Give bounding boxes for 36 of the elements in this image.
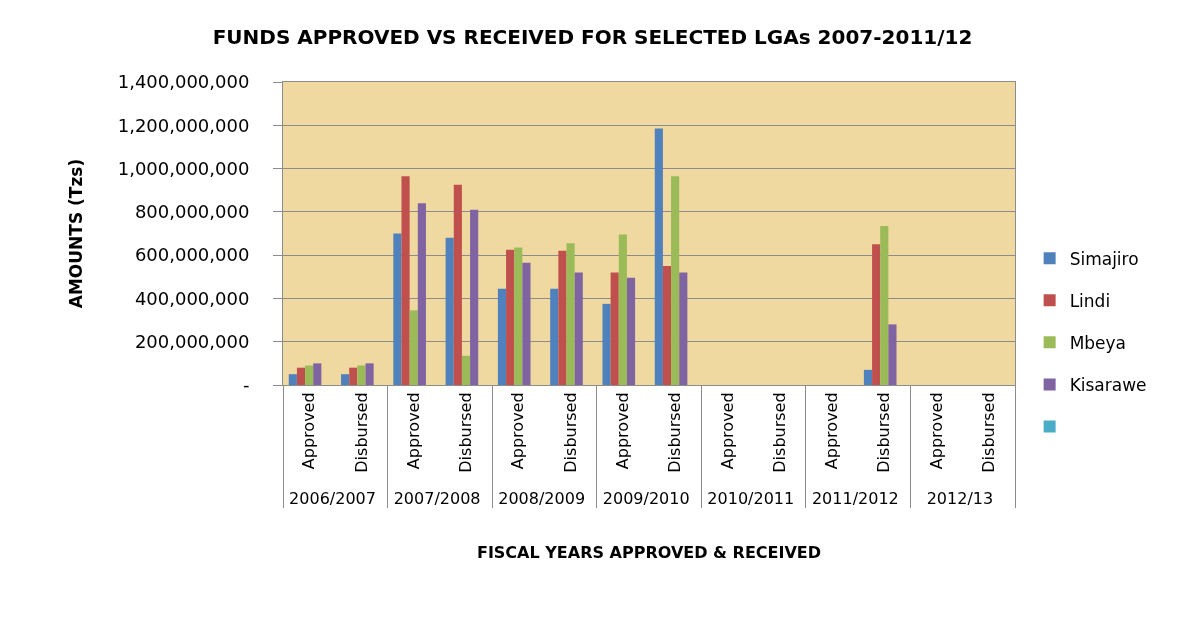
x-tick-label: Disbursed: [351, 392, 371, 473]
x-tick-label: Approved: [403, 392, 423, 470]
text: 2007/2008: [393, 488, 481, 508]
x-tick-label: Disbursed: [665, 392, 685, 473]
chart-title: FUNDS APPROVED VS RECEIVED FOR SELECTED LGAs 2007-2011/12: [212, 25, 973, 49]
text: 2008/2009: [498, 488, 586, 508]
x-tick-label: Approved: [822, 392, 842, 470]
legend-label: Mbeya: [1069, 332, 1127, 353]
y-tick-label: 1,000,000,000: [117, 157, 250, 179]
y-tick-label: 400,000,000: [134, 287, 250, 309]
text: 2009/2010: [602, 488, 690, 508]
y-tick-label: 1,400,000,000: [117, 71, 250, 93]
y-tick-label: 800,000,000: [134, 201, 250, 223]
legend-label: Kisarawe: [1069, 375, 1147, 396]
x-tick-label: Approved: [613, 392, 633, 470]
y-tick-label: 600,000,000: [134, 244, 250, 266]
x-tick-label: Approved: [508, 392, 528, 470]
x-tick-label: Approved: [717, 392, 737, 470]
text: 2012/13: [926, 488, 994, 508]
x-tick-label: Disbursed: [979, 392, 999, 473]
y-tick-label: 1,200,000,000: [117, 114, 250, 136]
legend-label: Simajiro: [1069, 248, 1139, 269]
x-tick-label: Disbursed: [456, 392, 476, 473]
x-tick-label: Approved: [299, 392, 319, 470]
text: 2006/2007: [289, 488, 376, 508]
x-tick-label: Disbursed: [560, 392, 580, 473]
y-tick-label: 200,000,000: [134, 331, 250, 353]
x-axis-title: FISCAL YEARS APPROVED & RECEIVED: [476, 543, 822, 563]
text: 2010/2011: [707, 488, 795, 508]
legend-label: Lindi: [1069, 290, 1111, 311]
y-tick-label: -: [242, 374, 250, 396]
x-tick-label: Disbursed: [874, 392, 894, 473]
y-axis-title: AMOUNTS (Tzs): [66, 158, 87, 309]
x-tick-label: Disbursed: [769, 392, 789, 473]
x-tick-label: Approved: [926, 392, 946, 470]
text: 2011/2012: [811, 488, 899, 508]
